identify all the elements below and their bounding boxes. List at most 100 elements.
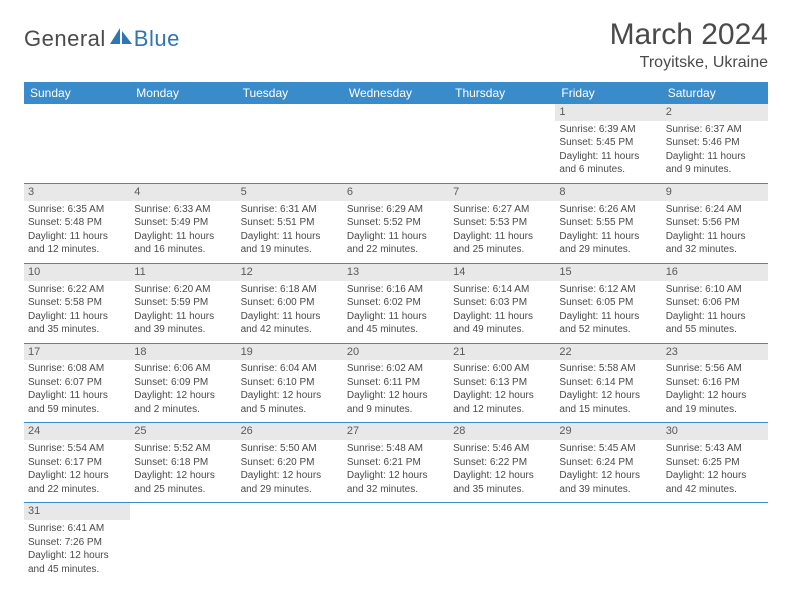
sunset-line: Sunset: 6:09 PM [134, 376, 232, 390]
day-cell: 26 Sunrise: 5:50 AMSunset: 6:20 PMDayligh… [237, 423, 343, 503]
weekday-header-row: SundayMondayTuesdayWednesdayThursdayFrid… [24, 82, 768, 104]
logo-sail-icon [110, 28, 132, 44]
daylight-line: Daylight: 11 hours and 49 minutes. [453, 310, 551, 337]
day-cell: 13Sunrise: 6:16 AMSunset: 6:02 PMDayligh… [343, 263, 449, 343]
sunset-line: Sunset: 5:46 PM [666, 136, 764, 150]
day-cell: 12Sunrise: 6:18 AMSunset: 6:00 PMDayligh… [237, 263, 343, 343]
sunset-line: Sunset: 6:02 PM [347, 296, 445, 310]
daylight-line: Daylight: 12 hours and 19 minutes. [666, 389, 764, 416]
sunset-line: Sunset: 6:20 PM [241, 456, 339, 470]
daylight-line: Daylight: 12 hours and 22 minutes. [28, 469, 126, 496]
logo-text-general: General [24, 26, 106, 52]
daylight-line: Daylight: 11 hours and 52 minutes. [559, 310, 657, 337]
sunset-line: Sunset: 6:11 PM [347, 376, 445, 390]
day-cell: 8Sunrise: 6:26 AMSunset: 5:55 PMDaylight… [555, 183, 661, 263]
sunrise-line: Sunrise: 6:22 AM [28, 283, 126, 297]
sunset-line: Sunset: 6:13 PM [453, 376, 551, 390]
sunrise-line: Sunrise: 6:29 AM [347, 203, 445, 217]
sunset-line: Sunset: 5:55 PM [559, 216, 657, 230]
sunrise-line: Sunrise: 6:35 AM [28, 203, 126, 217]
logo-text-blue: Blue [134, 26, 180, 52]
daylight-line: Daylight: 12 hours and 2 minutes. [134, 389, 232, 416]
sunrise-line: Sunrise: 6:31 AM [241, 203, 339, 217]
day-number: 26 [237, 423, 343, 440]
calendar-row: 17Sunrise: 6:08 AMSunset: 6:07 PMDayligh… [24, 343, 768, 423]
day-cell: 16Sunrise: 6:10 AMSunset: 6:06 PMDayligh… [662, 263, 768, 343]
day-cell: 5Sunrise: 6:31 AMSunset: 5:51 PMDaylight… [237, 183, 343, 263]
day-cell: 3Sunrise: 6:35 AMSunset: 5:48 PMDaylight… [24, 183, 130, 263]
sunrise-line: Sunrise: 6:12 AM [559, 283, 657, 297]
calendar-row: 31Sunrise: 6:41 AMSunset: 7:26 PMDayligh… [24, 503, 768, 582]
day-cell: 10Sunrise: 6:22 AMSunset: 5:58 PMDayligh… [24, 263, 130, 343]
sunrise-line: Sunrise: 6:00 AM [453, 362, 551, 376]
calendar-row: 3Sunrise: 6:35 AMSunset: 5:48 PMDaylight… [24, 183, 768, 263]
daylight-line: Daylight: 11 hours and 25 minutes. [453, 230, 551, 257]
day-number: 21 [449, 344, 555, 361]
sunset-line: Sunset: 5:52 PM [347, 216, 445, 230]
day-number: 9 [662, 184, 768, 201]
day-number: 11 [130, 264, 236, 281]
day-number: 6 [343, 184, 449, 201]
sunset-line: Sunset: 6:06 PM [666, 296, 764, 310]
day-cell: 7Sunrise: 6:27 AMSunset: 5:53 PMDaylight… [449, 183, 555, 263]
daylight-line: Daylight: 12 hours and 25 minutes. [134, 469, 232, 496]
location: Troyitske, Ukraine [610, 54, 768, 72]
sunrise-line: Sunrise: 6:37 AM [666, 123, 764, 137]
empty-cell [130, 503, 236, 582]
day-cell: 1Sunrise: 6:39 AMSunset: 5:45 PMDaylight… [555, 104, 661, 183]
sunset-line: Sunset: 6:10 PM [241, 376, 339, 390]
day-number: 30 [662, 423, 768, 440]
empty-cell [237, 104, 343, 183]
day-cell: 11Sunrise: 6:20 AMSunset: 5:59 PMDayligh… [130, 263, 236, 343]
sunrise-line: Sunrise: 6:02 AM [347, 362, 445, 376]
day-number: 10 [24, 264, 130, 281]
daylight-line: Daylight: 11 hours and 35 minutes. [28, 310, 126, 337]
sunrise-line: Sunrise: 5:54 AM [28, 442, 126, 456]
day-cell: 17Sunrise: 6:08 AMSunset: 6:07 PMDayligh… [24, 343, 130, 423]
empty-cell [130, 104, 236, 183]
sunrise-line: Sunrise: 6:27 AM [453, 203, 551, 217]
sunset-line: Sunset: 5:59 PM [134, 296, 232, 310]
sunset-line: Sunset: 6:18 PM [134, 456, 232, 470]
sunrise-line: Sunrise: 5:52 AM [134, 442, 232, 456]
empty-cell [343, 104, 449, 183]
day-cell: 24Sunrise: 5:54 AMSunset: 6:17 PMDayligh… [24, 423, 130, 503]
daylight-line: Daylight: 11 hours and 55 minutes. [666, 310, 764, 337]
day-number: 1 [555, 104, 661, 121]
day-cell: 2Sunrise: 6:37 AMSunset: 5:46 PMDaylight… [662, 104, 768, 183]
daylight-line: Daylight: 12 hours and 39 minutes. [559, 469, 657, 496]
daylight-line: Daylight: 12 hours and 15 minutes. [559, 389, 657, 416]
daylight-line: Daylight: 11 hours and 42 minutes. [241, 310, 339, 337]
daylight-line: Daylight: 12 hours and 9 minutes. [347, 389, 445, 416]
daylight-line: Daylight: 11 hours and 32 minutes. [666, 230, 764, 257]
day-cell: 14Sunrise: 6:14 AMSunset: 6:03 PMDayligh… [449, 263, 555, 343]
day-number: 5 [237, 184, 343, 201]
daylight-line: Daylight: 12 hours and 12 minutes. [453, 389, 551, 416]
day-number: 27 [343, 423, 449, 440]
calendar-table: SundayMondayTuesdayWednesdayThursdayFrid… [24, 82, 768, 582]
day-number: 7 [449, 184, 555, 201]
daylight-line: Daylight: 12 hours and 32 minutes. [347, 469, 445, 496]
day-number: 2 [662, 104, 768, 121]
day-cell: 25Sunrise: 5:52 AMSunset: 6:18 PMDayligh… [130, 423, 236, 503]
sunrise-line: Sunrise: 6:24 AM [666, 203, 764, 217]
daylight-line: Daylight: 11 hours and 12 minutes. [28, 230, 126, 257]
sunset-line: Sunset: 6:03 PM [453, 296, 551, 310]
day-cell: 6Sunrise: 6:29 AMSunset: 5:52 PMDaylight… [343, 183, 449, 263]
title-block: March 2024 Troyitske, Ukraine [610, 18, 768, 72]
day-number: 19 [237, 344, 343, 361]
daylight-line: Daylight: 11 hours and 16 minutes. [134, 230, 232, 257]
sunrise-line: Sunrise: 6:33 AM [134, 203, 232, 217]
sunrise-line: Sunrise: 5:58 AM [559, 362, 657, 376]
empty-cell [24, 104, 130, 183]
sunset-line: Sunset: 7:26 PM [28, 536, 126, 550]
sunrise-line: Sunrise: 6:41 AM [28, 522, 126, 536]
weekday-header: Thursday [449, 82, 555, 104]
daylight-line: Daylight: 12 hours and 29 minutes. [241, 469, 339, 496]
day-cell: 18Sunrise: 6:06 AMSunset: 6:09 PMDayligh… [130, 343, 236, 423]
sunrise-line: Sunrise: 6:08 AM [28, 362, 126, 376]
sunset-line: Sunset: 6:14 PM [559, 376, 657, 390]
sunrise-line: Sunrise: 5:50 AM [241, 442, 339, 456]
day-number: 20 [343, 344, 449, 361]
day-cell: 4Sunrise: 6:33 AMSunset: 5:49 PMDaylight… [130, 183, 236, 263]
